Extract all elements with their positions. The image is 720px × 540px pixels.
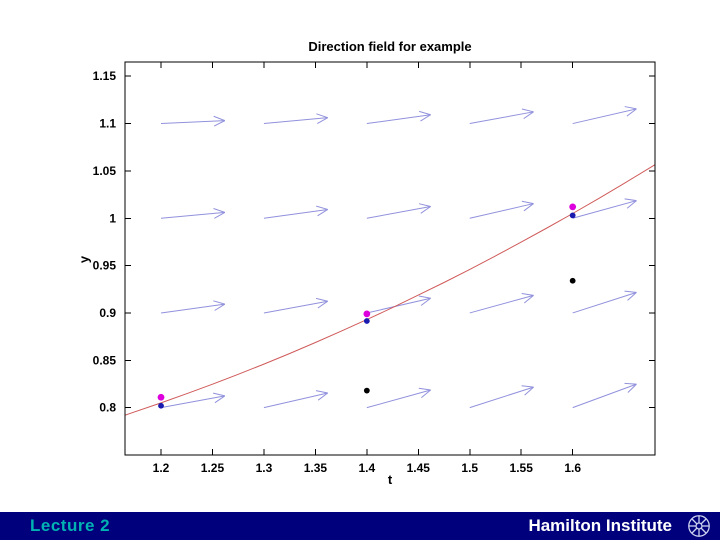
x-tick-label: 1.35 [304, 461, 328, 475]
y-tick-label: 1.05 [93, 164, 117, 178]
tick-labels: 1.2 1.25 1.3 1.35 1.4 1.45 1.5 1.55 1.6 0.8 0.85 0.… [93, 69, 582, 475]
y-tick-label: 0.8 [99, 401, 116, 415]
x-tick-label: 1.55 [510, 461, 534, 475]
y-tick-label: 1.15 [93, 69, 117, 83]
lecture-label: Lecture 2 [30, 516, 111, 535]
institute-label: Hamilton Institute [528, 516, 672, 535]
x-tick-label: 1.2 [153, 461, 170, 475]
chart-title: Direction field for example [308, 39, 472, 54]
y-tick-label: 0.85 [93, 353, 117, 367]
x-tick-label: 1.4 [359, 461, 376, 475]
x-tick-label: 1.25 [201, 461, 225, 475]
x-tick-label: 1.6 [564, 461, 581, 475]
y-tick-label: 1 [109, 211, 116, 225]
y-tick-label: 1.1 [99, 117, 116, 131]
y-tick-label: 0.9 [99, 306, 116, 320]
axis-ticks [125, 62, 655, 455]
blue-points [158, 212, 576, 409]
solution-curve [124, 164, 656, 416]
quiver-arrows [160, 106, 637, 409]
direction-field-plot: 1.2 1.25 1.3 1.35 1.4 1.45 1.5 1.55 1.6 0.8 0.85 0.… [93, 61, 656, 475]
axes-box [124, 61, 656, 456]
magenta-points [157, 203, 577, 401]
hamilton-logo-icon [688, 515, 710, 537]
x-axis-label: t [387, 472, 393, 487]
x-tick-label: 1.3 [256, 461, 273, 475]
footer-bar: Lecture 2 Hamilton Institute [0, 512, 720, 540]
black-points [363, 277, 576, 394]
y-tick-label: 0.95 [93, 259, 117, 273]
x-tick-label: 1.5 [461, 461, 478, 475]
x-tick-label: 1.45 [407, 461, 431, 475]
